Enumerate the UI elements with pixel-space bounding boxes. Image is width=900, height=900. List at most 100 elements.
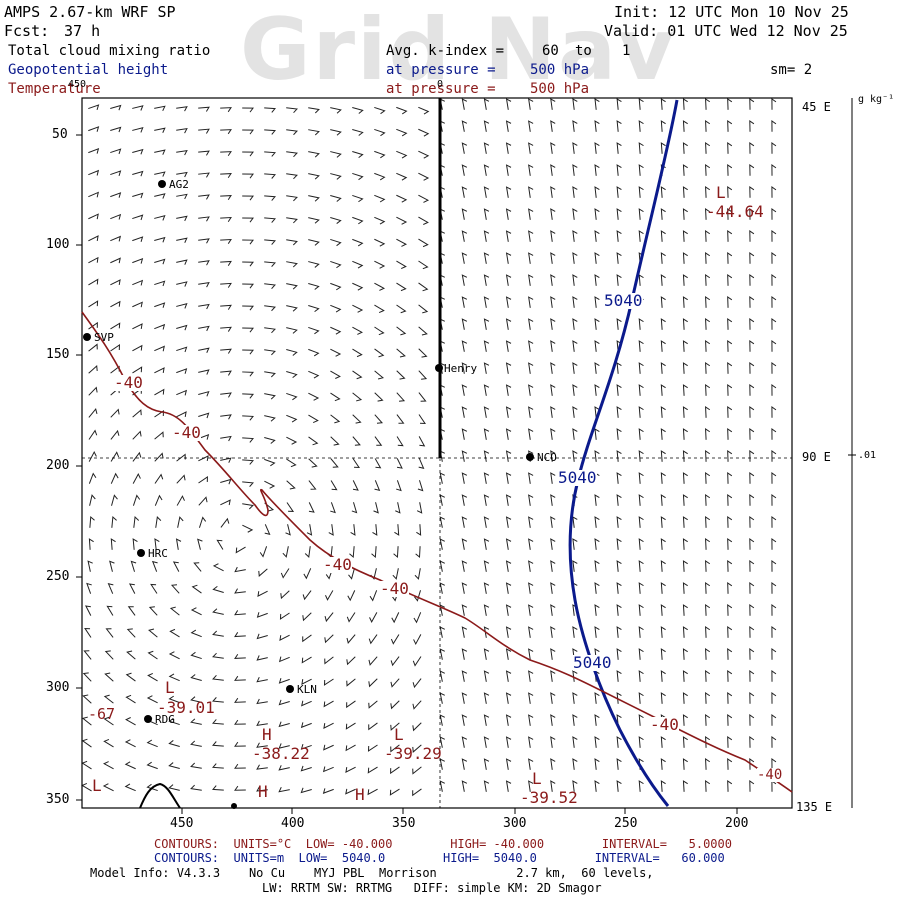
wind-barb: [638, 648, 644, 660]
wind-barb: [439, 516, 445, 528]
wind-barb: [705, 406, 711, 418]
wind-barb: [505, 560, 512, 572]
wind-barb: [483, 604, 490, 616]
wind-barb: [146, 695, 158, 704]
wind-barb: [212, 585, 224, 593]
wind-barb: [308, 502, 315, 513]
wind-barb: [220, 260, 232, 266]
wind-barb: [286, 458, 297, 468]
wind-barb: [286, 261, 298, 268]
wind-barb: [220, 517, 230, 528]
station-dot-kln: [286, 685, 294, 693]
wind-barb: [727, 362, 733, 374]
wind-barb: [461, 450, 468, 462]
wind-barb: [346, 700, 356, 709]
wind-barb: [483, 714, 490, 726]
wind-barb: [749, 164, 755, 176]
wind-barb: [110, 279, 121, 286]
wind-barb: [505, 692, 512, 704]
wind-barb: [749, 428, 755, 440]
wind-barb: [682, 120, 688, 132]
wind-barb: [330, 502, 336, 514]
wind-barb: [638, 472, 644, 484]
wind-barb: [352, 414, 362, 424]
wind-barb: [771, 340, 777, 352]
wind-barb: [417, 480, 424, 492]
wind-barb: [749, 318, 755, 330]
wind-barb: [212, 741, 224, 747]
wind-barb: [660, 692, 666, 704]
wind-barb: [616, 274, 622, 286]
wind-barb: [727, 670, 733, 682]
wind-barb: [198, 433, 210, 440]
wind-barb: [660, 340, 666, 352]
wind-barb: [396, 458, 403, 469]
colorbar-value: .01: [858, 450, 877, 461]
wind-barb: [412, 788, 422, 797]
wind-barb: [132, 494, 141, 506]
wind-barb: [242, 459, 254, 465]
temp-label: -40: [380, 579, 409, 598]
station-label: HRC: [148, 547, 168, 560]
wind-barb: [550, 208, 556, 220]
wind-barb: [682, 472, 688, 484]
wind-barb: [390, 634, 400, 645]
wind-barb: [374, 282, 386, 291]
wind-barb: [594, 582, 600, 594]
wind-barb: [572, 318, 578, 330]
y-tick-50: 50: [52, 127, 68, 142]
wind-barb: [594, 692, 600, 704]
wind-barb: [550, 186, 556, 198]
wind-barb: [89, 494, 96, 506]
wind-barb: [323, 744, 334, 751]
wind-barb: [330, 238, 342, 247]
height-contour-5040: [568, 99, 679, 807]
wind-barb: [132, 170, 144, 177]
wind-barb: [126, 650, 136, 660]
wind-barb: [616, 692, 622, 704]
wind-barb: [81, 782, 92, 792]
wind-barb: [771, 186, 777, 198]
wind-barb: [528, 384, 534, 396]
wind-barb: [616, 736, 622, 748]
wind-barb: [616, 626, 622, 638]
wind-barb: [286, 283, 298, 290]
wind-barb: [308, 217, 320, 224]
wind-barb: [286, 327, 298, 334]
wind-barb: [374, 326, 385, 336]
wind-barb: [325, 590, 334, 601]
wind-barb: [594, 98, 600, 110]
wind-barb: [345, 788, 356, 795]
wind-barb: [727, 340, 733, 352]
wind-barb: [616, 604, 622, 616]
wind-barb: [461, 406, 468, 418]
wind-barb: [193, 562, 202, 572]
wind-barb: [771, 604, 777, 616]
wind-barb: [461, 494, 468, 506]
wind-barb: [660, 252, 666, 264]
wind-barb: [594, 120, 600, 132]
wind-barb: [461, 428, 468, 440]
wind-barb: [550, 758, 556, 770]
wind-barb: [308, 436, 319, 446]
right-label-135e: 135 E: [796, 800, 833, 814]
wind-barb: [412, 678, 422, 689]
wind-barb: [154, 258, 166, 265]
wind-barb: [330, 129, 342, 136]
wind-barb: [682, 340, 688, 352]
wind-barb: [154, 280, 166, 287]
wind-barb: [550, 692, 556, 704]
wind-barb: [550, 362, 556, 374]
y-tick-300: 300: [46, 680, 70, 695]
wind-barb: [264, 415, 276, 422]
wind-barb: [216, 539, 224, 550]
wind-barb: [306, 524, 313, 536]
wind-barb: [727, 428, 733, 440]
watermark: Grid Nav: [240, 0, 677, 100]
wind-barb: [258, 568, 268, 577]
wind-barb: [705, 582, 711, 594]
wind-barb: [304, 546, 311, 558]
wind-barb: [126, 628, 136, 638]
wind-barb: [660, 142, 666, 154]
wind-barb: [330, 282, 342, 291]
